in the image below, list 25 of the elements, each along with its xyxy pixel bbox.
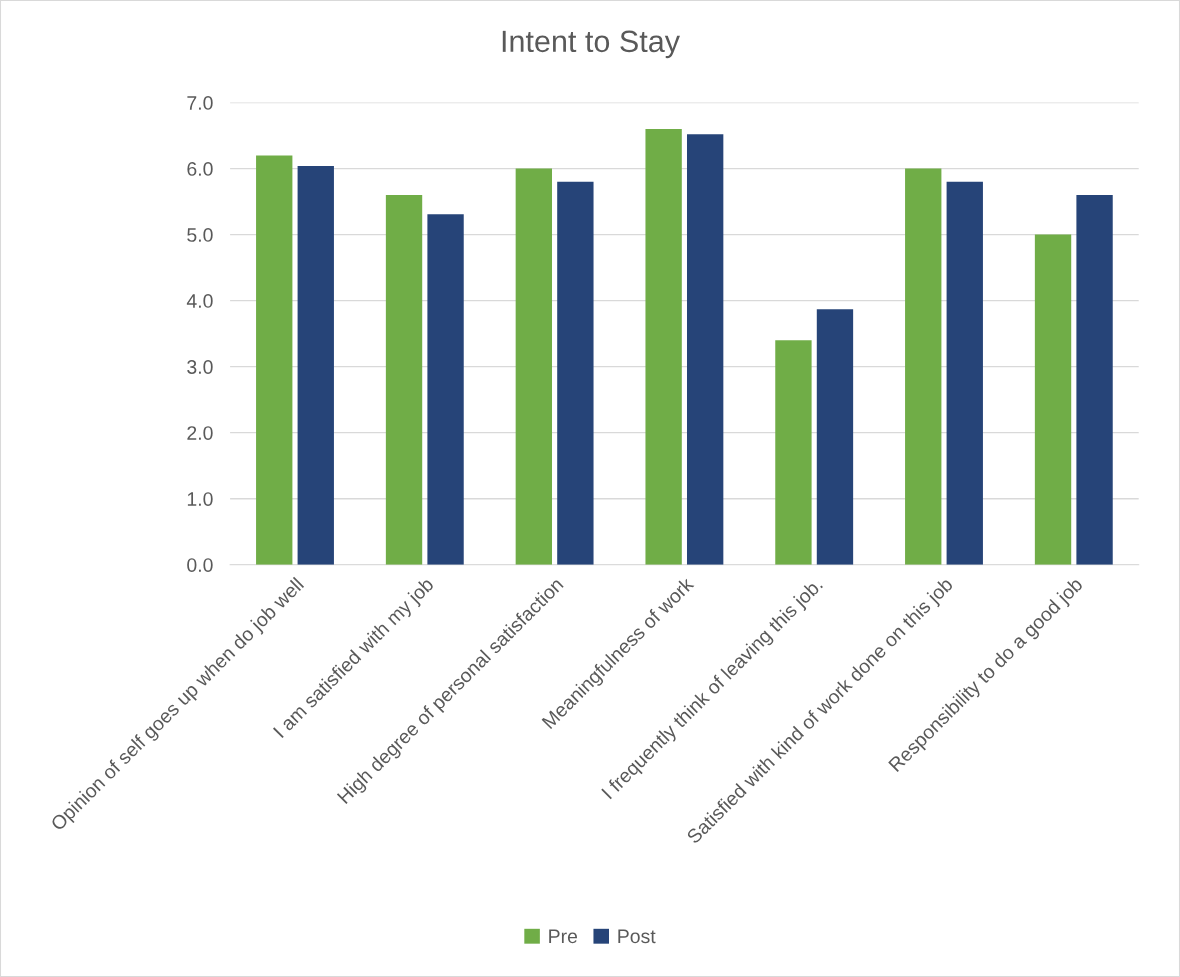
bar	[946, 181, 983, 565]
bar	[645, 128, 682, 565]
bar	[1034, 234, 1072, 565]
legend-label: Pre	[549, 929, 578, 944]
chart-title: Intent to Stay	[502, 30, 680, 59]
bar	[1076, 195, 1113, 565]
bar	[905, 168, 942, 565]
bar	[687, 134, 724, 565]
bar	[297, 165, 334, 565]
bar	[557, 181, 594, 565]
y-tick-label: 0.0	[187, 558, 213, 572]
y-tick-label: 7.0	[187, 96, 213, 110]
y-tick-label: 2.0	[187, 426, 213, 440]
y-tick-label: 4.0	[186, 294, 213, 308]
bar	[427, 214, 464, 565]
bar	[385, 195, 423, 565]
y-tick-label: 6.0	[187, 162, 213, 176]
bar	[775, 340, 812, 565]
bar	[256, 155, 293, 565]
y-tick-label: 3.0	[187, 360, 213, 374]
y-tick-label: 1.0	[187, 492, 213, 506]
legend-label: Post	[618, 929, 656, 944]
bar	[816, 309, 854, 565]
bar	[515, 168, 552, 565]
y-tick-label: 5.0	[187, 228, 213, 242]
